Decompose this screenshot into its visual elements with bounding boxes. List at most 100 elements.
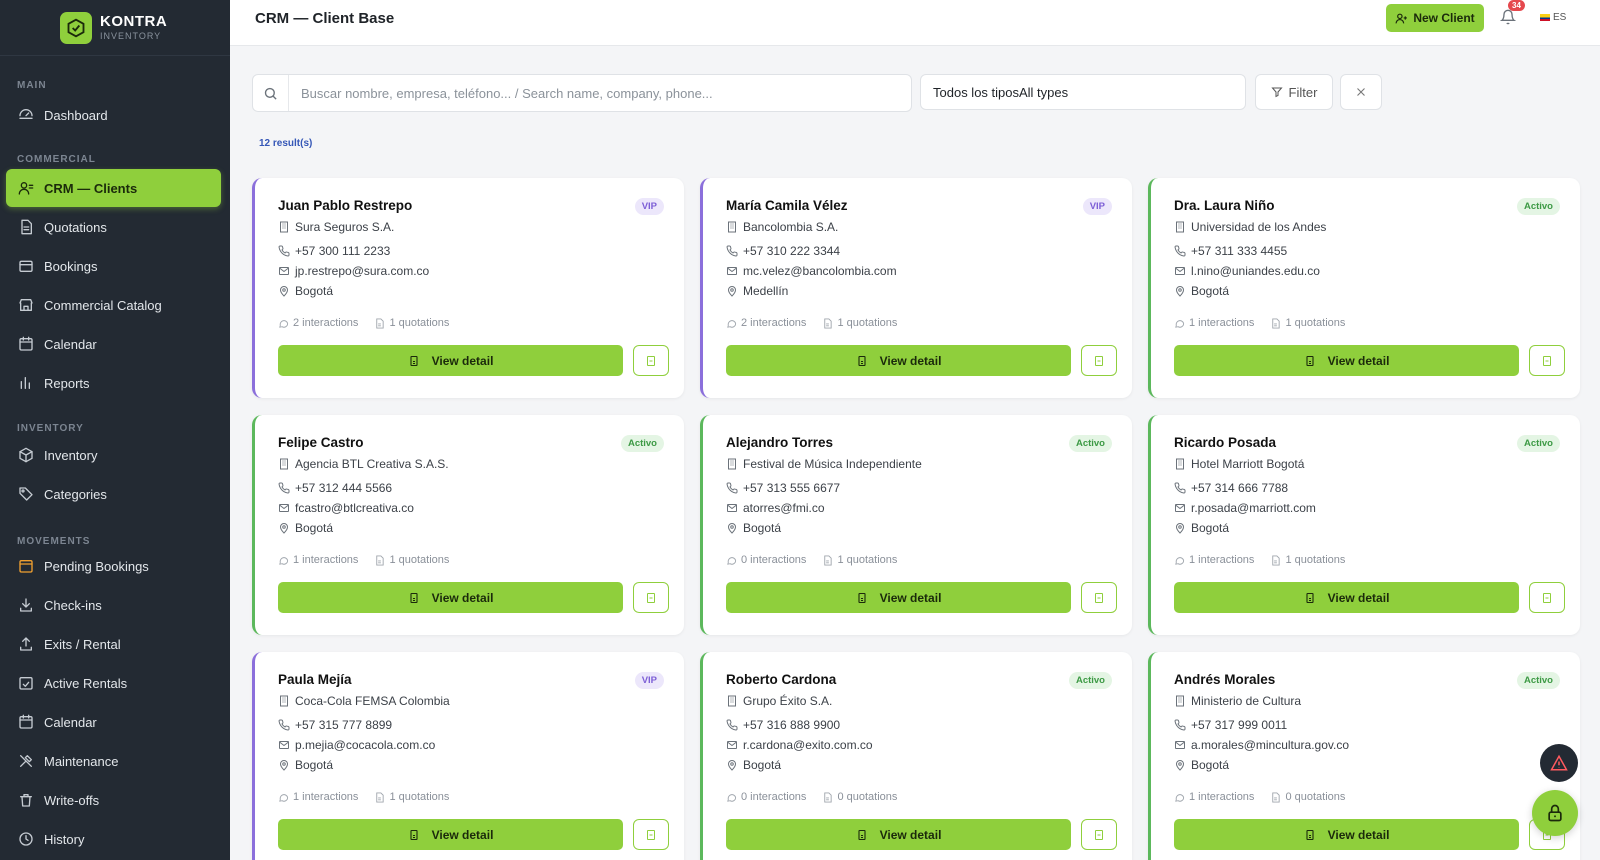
new-quotation-button[interactable] xyxy=(633,345,669,376)
client-email-row[interactable]: atorres@fmi.co xyxy=(726,501,825,515)
sidebar-item-write-offs[interactable]: Write-offs xyxy=(6,781,221,819)
sidebar-item-exits-rental[interactable]: Exits / Rental xyxy=(6,625,221,663)
client-email-row[interactable]: l.nino@uniandes.edu.co xyxy=(1174,264,1320,278)
client-company-row: Sura Seguros S.A. xyxy=(278,220,394,234)
sidebar-item-label: CRM — Clients xyxy=(44,180,138,196)
client-card[interactable]: Roberto Cardona Activo Grupo Éxito S.A. +57… xyxy=(700,652,1132,860)
view-detail-button[interactable]: View detail xyxy=(1174,819,1519,850)
client-phone-row[interactable]: +57 310 222 3344 xyxy=(726,244,840,258)
client-email-row[interactable]: fcastro@btlcreativa.co xyxy=(278,501,414,515)
view-detail-button[interactable]: View detail xyxy=(278,819,623,850)
notifications-bell-icon[interactable] xyxy=(1499,8,1518,26)
lock-fab-button[interactable] xyxy=(1532,790,1578,836)
client-phone-row[interactable]: +57 316 888 9900 xyxy=(726,718,840,732)
sidebar-item-check-ins[interactable]: Check-ins xyxy=(6,586,221,624)
language-selector[interactable]: ES xyxy=(1540,12,1566,23)
new-client-button[interactable]: New Client xyxy=(1386,4,1484,32)
client-card[interactable]: Juan Pablo Restrepo VIP Sura Seguros S.A. +… xyxy=(252,178,684,398)
view-detail-button[interactable]: View detail xyxy=(1174,345,1519,376)
view-detail-label: View detail xyxy=(879,827,942,842)
client-card[interactable]: María Camila Vélez VIP Bancolombia S.A. +57… xyxy=(700,178,1132,398)
mail-icon xyxy=(1174,502,1191,514)
new-quotation-button[interactable] xyxy=(1081,819,1117,850)
history-icon xyxy=(17,831,34,848)
client-phone-row[interactable]: +57 312 444 5566 xyxy=(278,481,392,495)
client-phone-row[interactable]: +57 311 333 4455 xyxy=(1174,244,1287,258)
sidebar-item-reports[interactable]: Reports xyxy=(6,364,221,402)
bookings-icon xyxy=(17,258,34,275)
view-detail-button[interactable]: View detail xyxy=(726,582,1071,613)
quotations-count: 1 quotations xyxy=(837,317,898,329)
client-company-row: Hotel Marriott Bogotá xyxy=(1174,457,1304,471)
users-icon xyxy=(17,180,34,197)
client-company-row: Coca-Cola FEMSA Colombia xyxy=(278,694,450,708)
client-phone-row[interactable]: +57 314 666 7788 xyxy=(1174,481,1288,495)
view-detail-label: View detail xyxy=(879,590,942,605)
sidebar-item-active-rentals[interactable]: Active Rentals xyxy=(6,664,221,702)
search-input[interactable] xyxy=(289,85,889,101)
sidebar-item-dashboard[interactable]: Dashboard xyxy=(6,96,221,134)
client-email-row[interactable]: r.posada@marriott.com xyxy=(1174,501,1316,515)
sidebar-item-quotations[interactable]: Quotations xyxy=(6,208,221,246)
view-detail-button[interactable]: View detail xyxy=(278,345,623,376)
client-email-row[interactable]: mc.velez@bancolombia.com xyxy=(726,264,897,278)
client-card[interactable]: Alejandro Torres Activo Festival de Música… xyxy=(700,415,1132,635)
client-city: Bogotá xyxy=(743,521,782,535)
client-card[interactable]: Felipe Castro Activo Agencia BTL Creativa … xyxy=(252,415,684,635)
mail-icon xyxy=(726,502,743,514)
client-status-badge: Activo xyxy=(1516,435,1560,452)
new-quotation-button[interactable] xyxy=(1529,345,1565,376)
client-card[interactable]: Paula Mejía VIP Coca-Cola FEMSA Colombia +5… xyxy=(252,652,684,860)
view-detail-button[interactable]: View detail xyxy=(1174,582,1519,613)
view-detail-button[interactable]: View detail xyxy=(726,819,1071,850)
rentals-icon xyxy=(17,675,34,692)
new-quotation-button[interactable] xyxy=(1081,582,1117,613)
view-detail-button[interactable]: View detail xyxy=(278,582,623,613)
sidebar-item-calendar[interactable]: Calendar xyxy=(6,703,221,741)
filter-button[interactable]: Filter xyxy=(1255,74,1333,110)
client-email-row[interactable]: jp.restrepo@sura.com.co xyxy=(278,264,429,278)
client-email-row[interactable]: p.mejia@cocacola.com.co xyxy=(278,738,435,752)
client-city-row: Bogotá xyxy=(726,521,781,535)
sidebar-item-categories[interactable]: Categories xyxy=(6,475,221,513)
client-company: Ministerio de Cultura xyxy=(1191,694,1302,708)
sidebar-item-history[interactable]: History xyxy=(6,820,221,858)
sidebar-item-crm-clients[interactable]: CRM — Clients xyxy=(6,169,221,207)
client-phone-row[interactable]: +57 317 999 0011 xyxy=(1174,718,1287,732)
client-phone-row[interactable]: +57 315 777 8899 xyxy=(278,718,392,732)
interactions-count: 2 interactions xyxy=(741,317,807,329)
sidebar-item-maintenance[interactable]: Maintenance xyxy=(6,742,221,780)
nav-section-movements: MOVEMENTS xyxy=(17,536,91,547)
sidebar-item-commercial-catalog[interactable]: Commercial Catalog xyxy=(6,286,221,324)
client-phone-row[interactable]: +57 313 555 6677 xyxy=(726,481,840,495)
sidebar-item-calendar[interactable]: Calendar xyxy=(6,325,221,363)
view-detail-button[interactable]: View detail xyxy=(726,345,1071,376)
mail-icon xyxy=(1174,739,1191,751)
client-card[interactable]: Dra. Laura Niño Activo Universidad de los … xyxy=(1148,178,1580,398)
sidebar-item-bookings[interactable]: Bookings xyxy=(6,247,221,285)
phone-icon xyxy=(726,482,743,494)
alert-fab-button[interactable] xyxy=(1540,744,1578,782)
new-quotation-button[interactable] xyxy=(1081,345,1117,376)
client-email-row[interactable]: r.cardona@exito.com.co xyxy=(726,738,873,752)
new-quotation-button[interactable] xyxy=(633,582,669,613)
results-count: 12 result(s) xyxy=(259,138,313,149)
clear-filter-button[interactable] xyxy=(1340,74,1382,110)
client-card[interactable]: Ricardo Posada Activo Hotel Marriott Bogot… xyxy=(1148,415,1580,635)
exit-icon xyxy=(17,636,34,653)
sidebar-item-pending-bookings[interactable]: Pending Bookings xyxy=(6,547,221,585)
new-quotation-button[interactable] xyxy=(1529,582,1565,613)
quotations-count: 0 quotations xyxy=(1285,791,1346,803)
chat-bubble-icon xyxy=(278,318,293,329)
quotations-count: 0 quotations xyxy=(837,791,898,803)
new-quotation-button[interactable] xyxy=(633,819,669,850)
brand[interactable]: KONTRA INVENTORY xyxy=(0,0,230,56)
client-card[interactable]: Andrés Morales Activo Ministerio de Cultur… xyxy=(1148,652,1580,860)
building-icon xyxy=(278,458,295,470)
client-name: Felipe Castro xyxy=(278,435,364,450)
client-email-row[interactable]: a.morales@mincultura.gov.co xyxy=(1174,738,1349,752)
sidebar-item-inventory[interactable]: Inventory xyxy=(6,436,221,474)
sidebar-item-label: Calendar xyxy=(44,714,97,730)
client-phone-row[interactable]: +57 300 111 2233 xyxy=(278,244,390,258)
client-type-select[interactable]: Todos los tiposAll types xyxy=(920,74,1246,110)
